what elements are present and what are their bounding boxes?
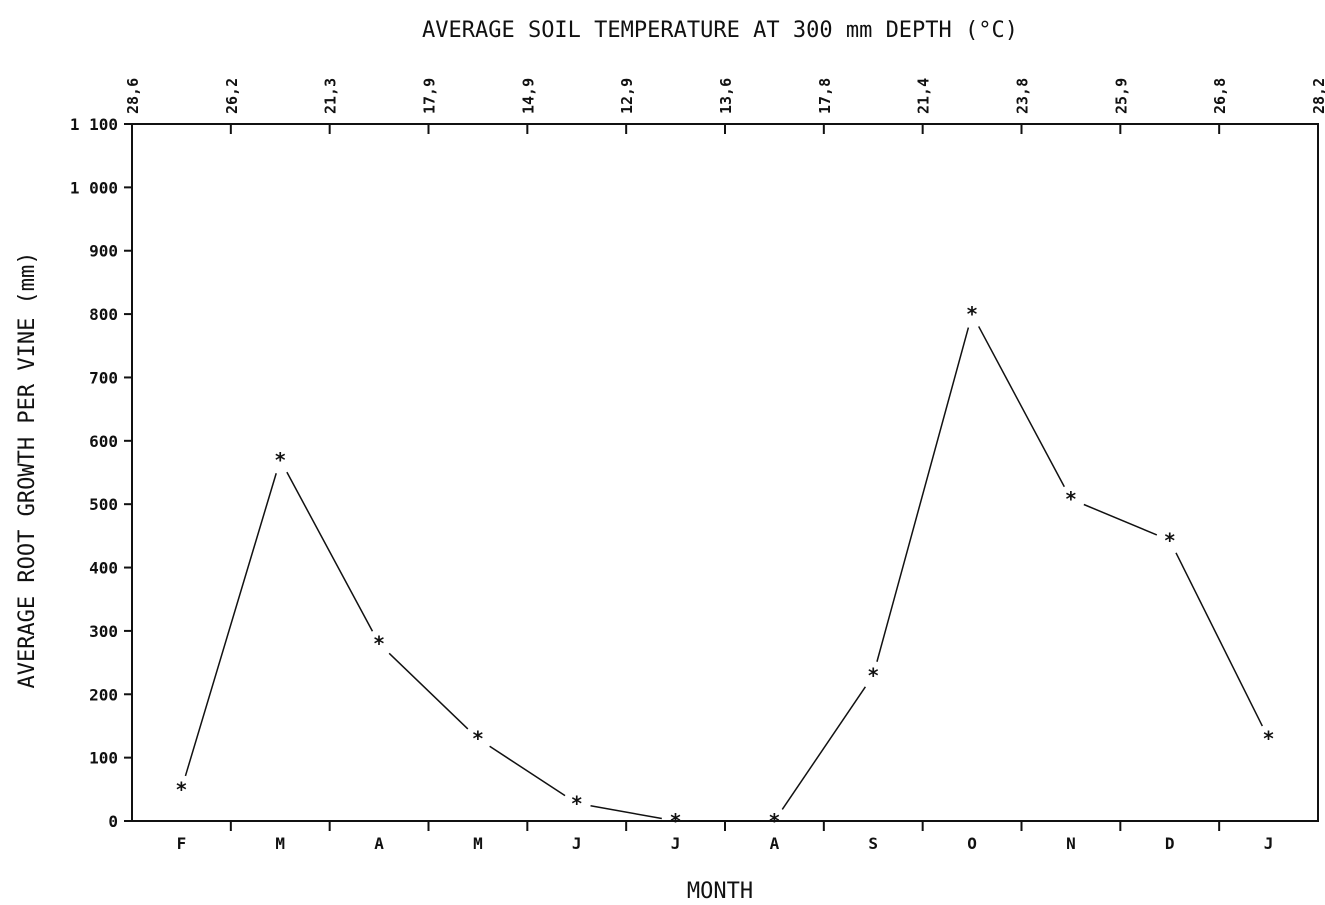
series-line-segment xyxy=(184,473,277,777)
series-line-segment xyxy=(978,326,1065,488)
y-axis-label: AVERAGE ROOT GROWTH PER VINE (mm) xyxy=(15,251,40,688)
data-point: * xyxy=(670,809,682,833)
top-tick-label: 23,8 xyxy=(1014,78,1032,114)
data-point: * xyxy=(274,448,286,472)
data-point: * xyxy=(1065,487,1077,511)
series-line-segment xyxy=(388,652,469,730)
chart-title: AVERAGE SOIL TEMPERATURE AT 300 mm DEPTH… xyxy=(422,18,1018,43)
series-line-segment xyxy=(286,471,374,632)
x-tick-label: J xyxy=(572,834,582,853)
top-tick-label: 21,4 xyxy=(915,78,933,114)
top-tick-label: 17,8 xyxy=(816,78,834,114)
plot-frame xyxy=(131,123,1319,822)
x-tick-label: O xyxy=(967,834,977,853)
top-tick-label: 14,9 xyxy=(519,78,537,114)
top-tick-label: 25,9 xyxy=(1112,78,1130,114)
y-tick-label: 300 xyxy=(89,622,118,641)
series-line-segment xyxy=(876,327,970,662)
data-point: * xyxy=(867,663,879,687)
series-line-segment xyxy=(489,745,566,797)
data-point: * xyxy=(768,809,780,833)
y-tick-label: 400 xyxy=(89,559,118,578)
x-tick-label: S xyxy=(868,834,878,853)
x-tick-label: J xyxy=(671,834,681,853)
series-line-segment xyxy=(590,804,662,820)
chart-marks: 0 100 200 300 400 500 600 700 800 900 1 000 1 100 F M… xyxy=(70,78,1325,853)
y-tick-label: 1 000 xyxy=(70,178,118,197)
top-tick-label: 26,2 xyxy=(223,78,241,114)
y-tick-label: 1 100 xyxy=(70,115,118,134)
series-line-segment xyxy=(1175,552,1264,727)
y-tick-label: 100 xyxy=(89,749,118,768)
y-tick-label: 600 xyxy=(89,432,118,451)
x-tick-label: A xyxy=(374,834,384,853)
top-tick-label: 13,6 xyxy=(717,78,735,114)
x-axis-label: MONTH xyxy=(687,879,753,904)
data-point: * xyxy=(1164,528,1176,552)
data-point: * xyxy=(571,791,583,815)
x-tick-label: F xyxy=(177,834,187,853)
y-tick-label: 500 xyxy=(89,495,118,514)
y-tick-label: 200 xyxy=(89,685,118,704)
y-tick-label: 700 xyxy=(89,368,118,387)
y-tick-label: 900 xyxy=(89,242,118,261)
data-point: * xyxy=(1263,727,1275,751)
top-tick-label: 26,8 xyxy=(1211,78,1229,114)
top-tick-label: 17,9 xyxy=(421,78,439,114)
x-tick-label: N xyxy=(1066,834,1076,853)
top-tick-label: 28,2 xyxy=(1310,78,1325,114)
x-tick-label: M xyxy=(275,834,285,853)
x-tick-label: A xyxy=(770,834,780,853)
series-line-segment xyxy=(1083,503,1158,536)
data-point: * xyxy=(373,632,385,656)
top-tick-label: 28,6 xyxy=(124,78,142,114)
series-line-segment xyxy=(781,686,867,810)
data-point: * xyxy=(472,727,484,751)
y-tick-label: 800 xyxy=(89,305,118,324)
x-tick-label: D xyxy=(1165,834,1175,853)
top-tick-label: 21,3 xyxy=(322,78,340,114)
x-tick-label: J xyxy=(1264,834,1274,853)
x-tick-label: M xyxy=(473,834,483,853)
top-tick-label: 12,9 xyxy=(618,78,636,114)
y-tick-label: 0 xyxy=(108,812,118,831)
data-point: * xyxy=(966,302,978,326)
data-point: * xyxy=(175,777,187,801)
